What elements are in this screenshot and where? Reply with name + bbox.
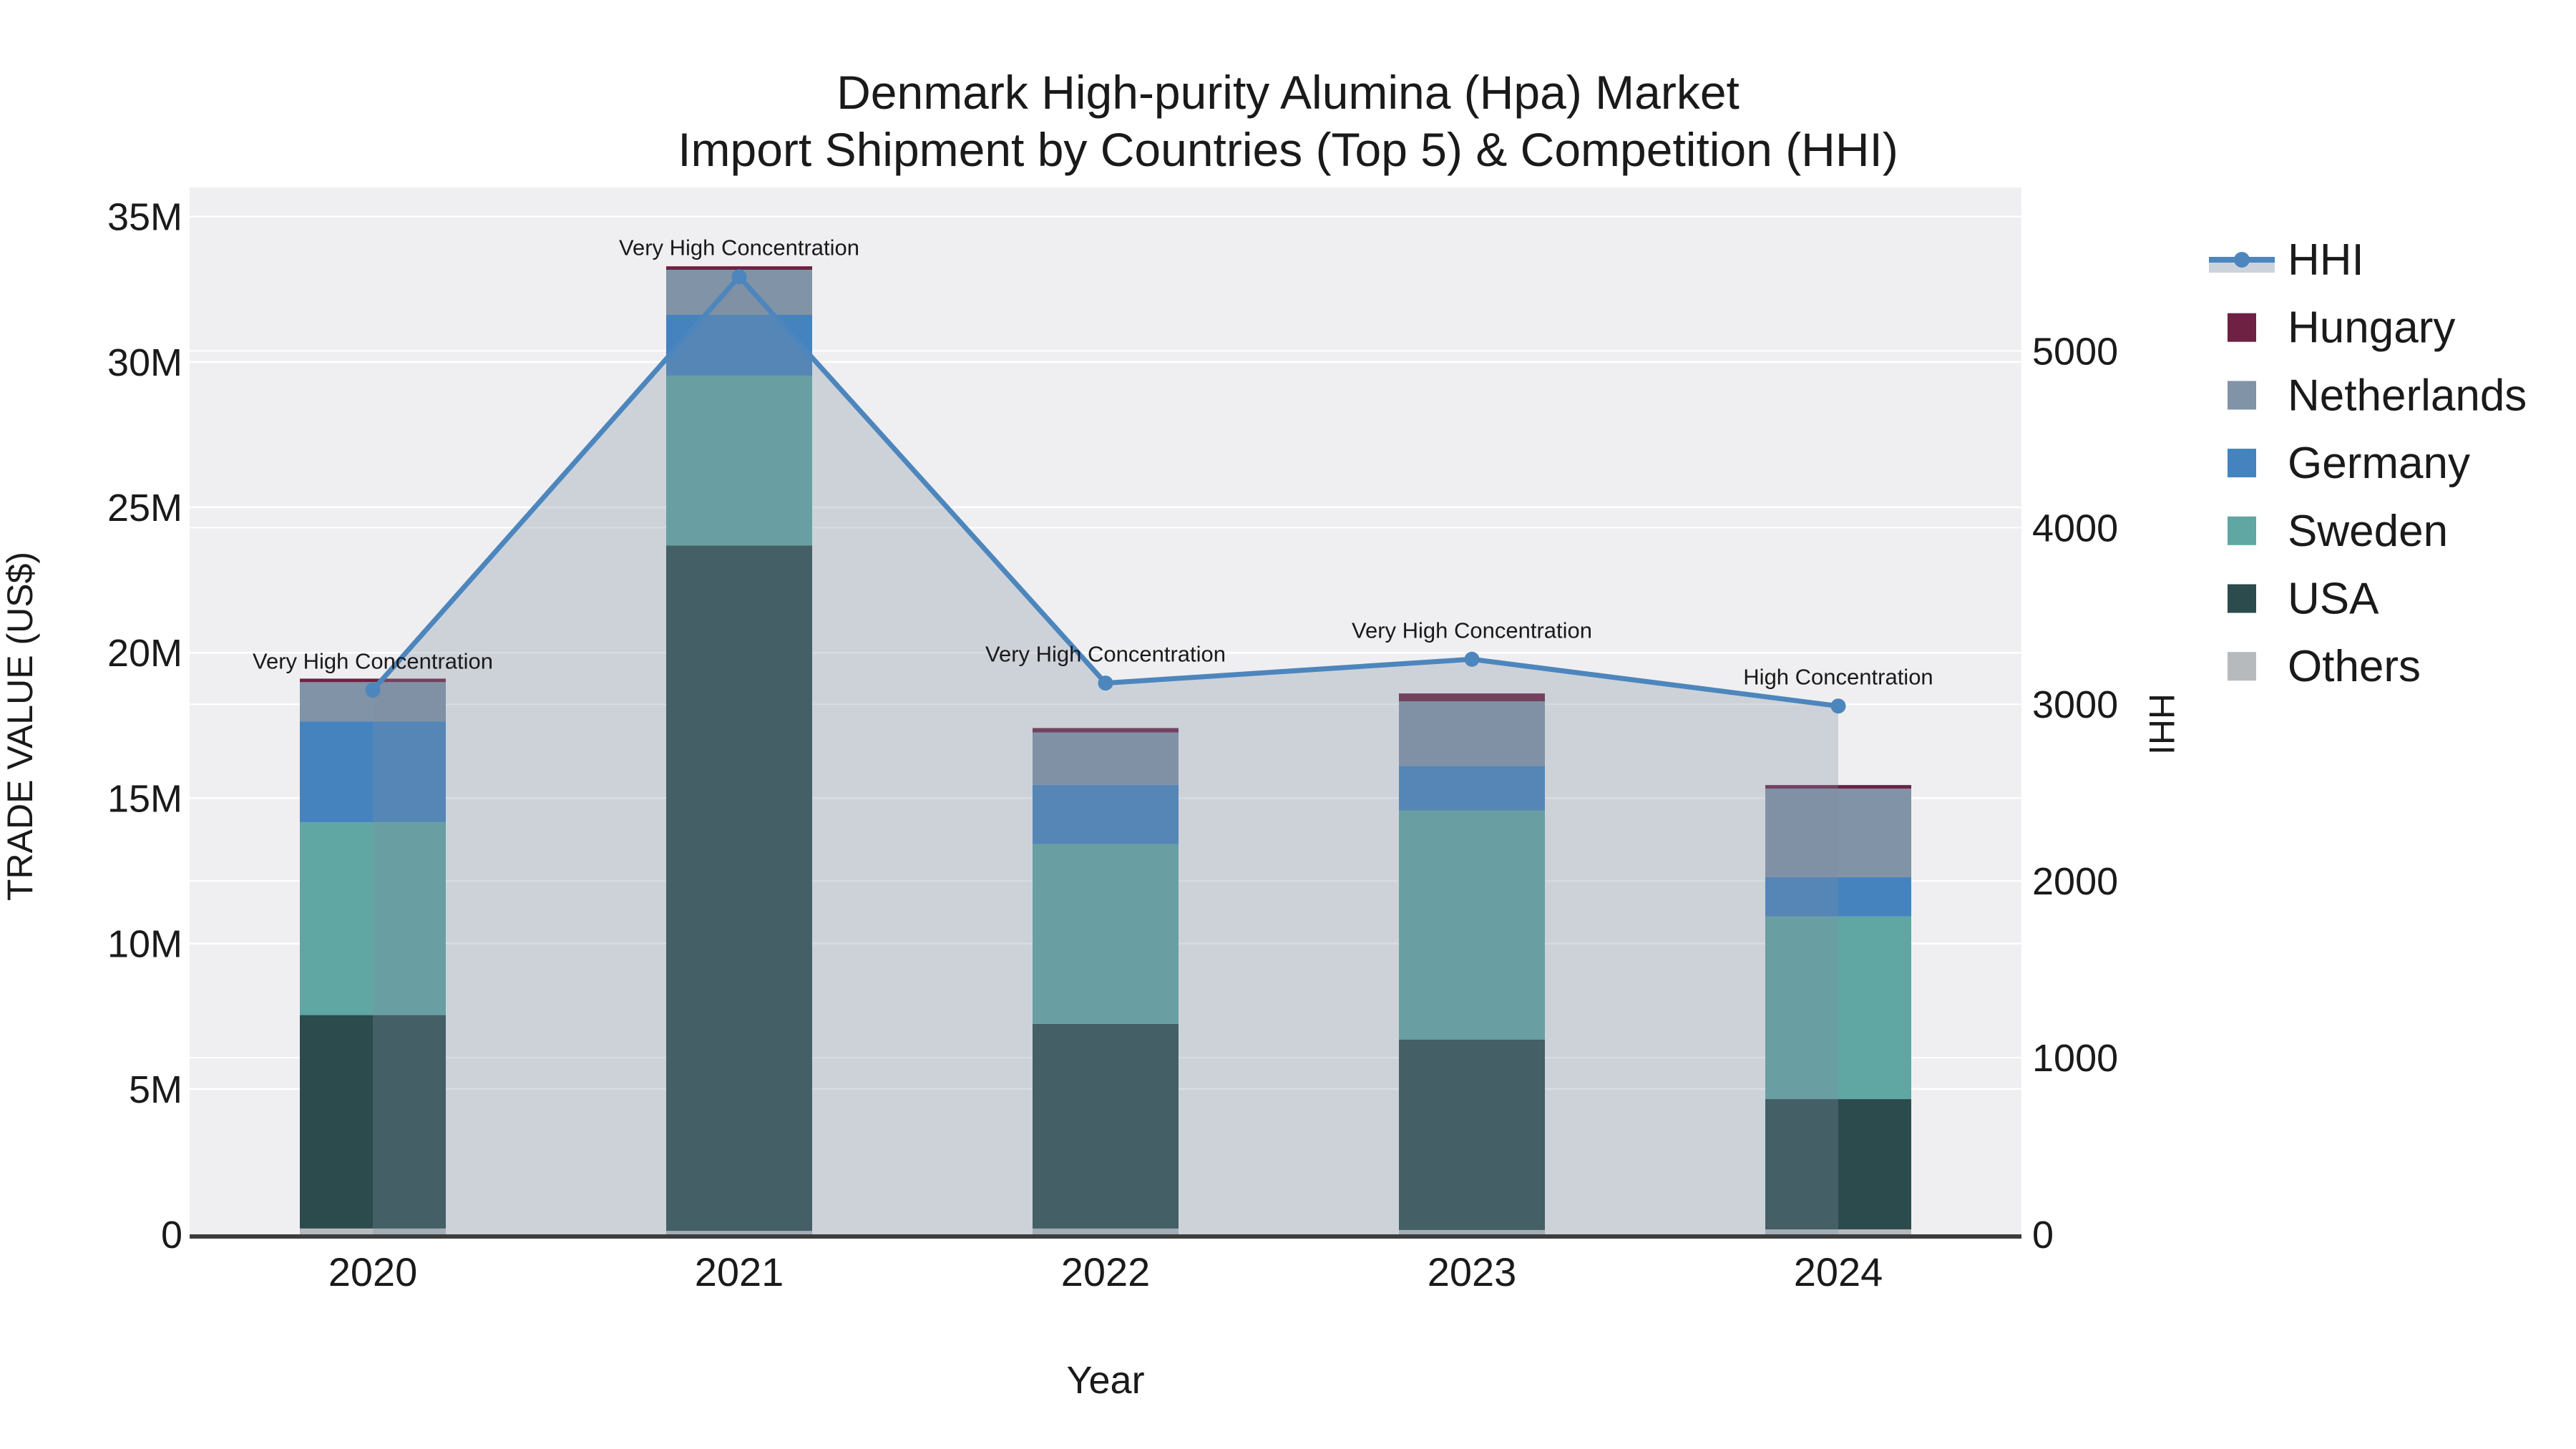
hhi-line-layer <box>365 269 1846 714</box>
legend-item-germany[interactable]: Germany <box>2228 439 2470 488</box>
legend-swatch-hungary <box>2228 313 2256 342</box>
hhi-point-2021[interactable] <box>731 269 747 285</box>
bar-others-2021[interactable] <box>666 1231 812 1234</box>
bar-germany-2021[interactable] <box>666 314 812 376</box>
legend-swatch-netherlands <box>2228 381 2256 410</box>
legend: HHI Hungary Netherlands Germany Sweden USA Oth… <box>2209 235 2527 691</box>
legend-swatch-usa <box>2228 584 2256 613</box>
legend-hhi-marker-icon <box>2234 252 2250 268</box>
bar-group-2024 <box>1765 785 1911 1234</box>
bar-germany-2022[interactable] <box>1033 784 1179 844</box>
bar-sweden-2022[interactable] <box>1033 844 1179 1024</box>
y-left-tick-label: 10M <box>107 923 182 966</box>
bar-netherlands-2023[interactable] <box>1399 701 1545 766</box>
bar-usa-2021[interactable] <box>666 545 812 1231</box>
bar-hungary-2022[interactable] <box>1033 728 1179 733</box>
bar-usa-2024[interactable] <box>1765 1099 1911 1230</box>
legend-label: Sweden <box>2288 507 2448 556</box>
y-right-tick-label: 1000 <box>2032 1037 2118 1080</box>
legend-swatch-germany <box>2228 449 2256 478</box>
hhi-point-2020[interactable] <box>365 682 381 698</box>
y-left-tick-label: 30M <box>107 341 182 384</box>
x-tick-label-2024: 2024 <box>1794 1249 1883 1294</box>
bar-group-2023 <box>1399 693 1545 1234</box>
legend-swatch-sweden <box>2228 516 2256 545</box>
bar-layer <box>300 266 1911 1234</box>
bar-group-2020 <box>300 678 446 1234</box>
hhi-area-fill <box>373 276 1838 1234</box>
chart-title-line2: Import Shipment by Countries (Top 5) & C… <box>678 123 1898 176</box>
annotation-2023: Very High Concentration <box>1352 618 1592 643</box>
y-right-tick-label: 4000 <box>2032 507 2118 550</box>
legend-item-netherlands[interactable]: Netherlands <box>2228 371 2527 420</box>
bar-netherlands-2024[interactable] <box>1765 789 1911 877</box>
x-tick-label-2021: 2021 <box>695 1249 784 1294</box>
y-left-tick-label: 15M <box>107 777 182 820</box>
annotation-2021: Very High Concentration <box>619 235 859 260</box>
bar-usa-2022[interactable] <box>1033 1023 1179 1229</box>
y-right-tick-label: 3000 <box>2032 683 2118 726</box>
annotation-layer: Very High Concentration Very High Concent… <box>253 235 1933 690</box>
bar-hungary-2024[interactable] <box>1765 785 1911 789</box>
legend-label: USA <box>2288 575 2379 624</box>
bar-hungary-2020[interactable] <box>300 678 446 683</box>
bar-usa-2023[interactable] <box>1399 1039 1545 1230</box>
y-left-tick-label: 25M <box>107 487 182 530</box>
legend-label: Netherlands <box>2288 371 2527 420</box>
hhi-point-2023[interactable] <box>1464 651 1480 667</box>
legend-swatch-others <box>2228 652 2256 681</box>
bar-group-2021 <box>666 266 812 1234</box>
bar-germany-2024[interactable] <box>1765 877 1911 917</box>
legend-item-others[interactable]: Others <box>2228 642 2421 691</box>
y-left-tick-label: 0 <box>161 1214 182 1257</box>
hhi-point-2024[interactable] <box>1830 698 1846 714</box>
y-left-tick-label: 20M <box>107 632 182 675</box>
bar-germany-2023[interactable] <box>1399 766 1545 811</box>
x-tick-label-2023: 2023 <box>1428 1249 1517 1294</box>
annotation-2024: High Concentration <box>1743 665 1933 690</box>
bar-usa-2020[interactable] <box>300 1015 446 1229</box>
legend-item-usa[interactable]: USA <box>2228 575 2379 624</box>
legend-label: Hungary <box>2288 303 2455 353</box>
legend-label: HHI <box>2288 235 2364 285</box>
bar-others-2023[interactable] <box>1399 1229 1545 1234</box>
x-axis-title: Year <box>1066 1359 1144 1402</box>
bar-netherlands-2022[interactable] <box>1033 732 1179 785</box>
legend-label: Others <box>2288 642 2421 691</box>
x-tick-label-2022: 2022 <box>1061 1249 1151 1294</box>
hhi-point-2022[interactable] <box>1098 675 1113 691</box>
legend-item-hhi[interactable]: HHI <box>2209 235 2364 285</box>
bar-sweden-2020[interactable] <box>300 822 446 1015</box>
y-right-tick-label: 5000 <box>2032 330 2118 373</box>
annotation-2022: Very High Concentration <box>985 642 1226 667</box>
bar-others-2022[interactable] <box>1033 1228 1179 1234</box>
legend-label: Germany <box>2288 439 2470 488</box>
bar-sweden-2024[interactable] <box>1765 916 1911 1100</box>
y-right-tick-label: 0 <box>2032 1214 2054 1257</box>
y-right-axis-title: HHI <box>2142 693 2182 755</box>
y-left-tick-label: 5M <box>129 1068 182 1111</box>
chart-title-line1: Denmark High-purity Alumina (Hpa) Market <box>836 66 1740 119</box>
bar-hungary-2023[interactable] <box>1399 693 1545 702</box>
bar-group-2022 <box>1033 728 1179 1234</box>
y-left-axis-title: TRADE VALUE (US$) <box>0 552 40 901</box>
y-right-tick-label: 2000 <box>2032 860 2118 903</box>
x-tick-label-2020: 2020 <box>328 1249 418 1294</box>
bar-sweden-2023[interactable] <box>1399 810 1545 1040</box>
bar-germany-2020[interactable] <box>300 721 446 823</box>
axis-layer: 0 5M 10M 15M 20M 25M 30M 35M 0 1000 2000 3000 4000 50… <box>107 196 2118 1294</box>
annotation-2020: Very High Concentration <box>253 648 493 673</box>
hhi-area-layer <box>373 276 1838 1234</box>
bar-others-2024[interactable] <box>1765 1229 1911 1234</box>
bar-sweden-2021[interactable] <box>666 375 812 546</box>
legend-item-sweden[interactable]: Sweden <box>2228 507 2448 556</box>
legend-item-hungary[interactable]: Hungary <box>2228 303 2455 353</box>
bar-hungary-2021[interactable] <box>666 266 812 270</box>
y-left-tick-label: 35M <box>107 196 182 239</box>
bar-others-2020[interactable] <box>300 1228 446 1234</box>
